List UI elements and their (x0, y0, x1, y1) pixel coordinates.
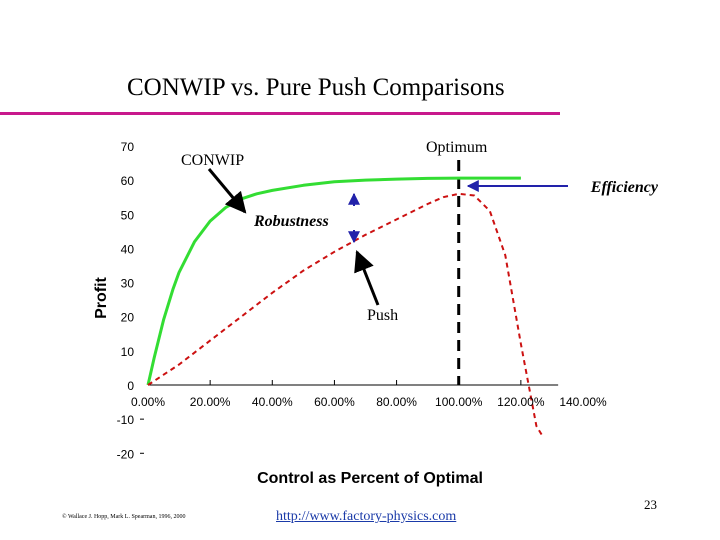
title-underline (0, 112, 560, 115)
y-tick-label: 20 (121, 311, 135, 325)
x-tick-label: 20.00% (190, 395, 231, 409)
series-line-1 (147, 192, 544, 437)
conwip-arrow (207, 168, 247, 214)
y-tick-label: 40 (121, 242, 135, 256)
copyright-notice: © Wallace J. Hopp, Mark L. Spearman, 199… (62, 514, 186, 520)
y-axis-title: Profit (93, 276, 110, 318)
robustness-label: Robustness (253, 213, 329, 230)
x-tick-label: 100.00% (435, 395, 483, 409)
y-tick-label: -20 (117, 447, 135, 461)
push-arrow (354, 250, 380, 306)
website-link[interactable]: http://www.factory-physics.com (276, 509, 457, 524)
slide-title: CONWIP vs. Pure Push Comparisons (127, 74, 505, 101)
y-tick-label: 60 (121, 174, 135, 188)
y-tick-label: 10 (121, 345, 135, 359)
x-tick-label: 40.00% (252, 395, 293, 409)
x-axis-title: Control as Percent of Optimal (257, 470, 483, 487)
x-tick-label: 120.00% (497, 395, 545, 409)
page-number: 23 (644, 497, 657, 512)
y-tick-label: 0 (127, 379, 134, 393)
y-tick-label: 50 (121, 208, 135, 222)
x-tick-label: 60.00% (314, 395, 355, 409)
efficiency-label: Efficiency (590, 179, 659, 196)
y-tick-label: -10 (117, 413, 135, 427)
push-label: Push (367, 307, 398, 324)
x-tick-label: 140.00% (559, 395, 607, 409)
y-tick-label: 70 (121, 140, 135, 154)
optimum-label: Optimum (426, 139, 488, 156)
x-tick-label: 80.00% (376, 395, 417, 409)
y-tick-label: 30 (121, 277, 135, 291)
series-line-0 (146, 176, 521, 386)
conwip-label: CONWIP (181, 152, 244, 169)
x-tick-label: 0.00% (131, 395, 165, 409)
